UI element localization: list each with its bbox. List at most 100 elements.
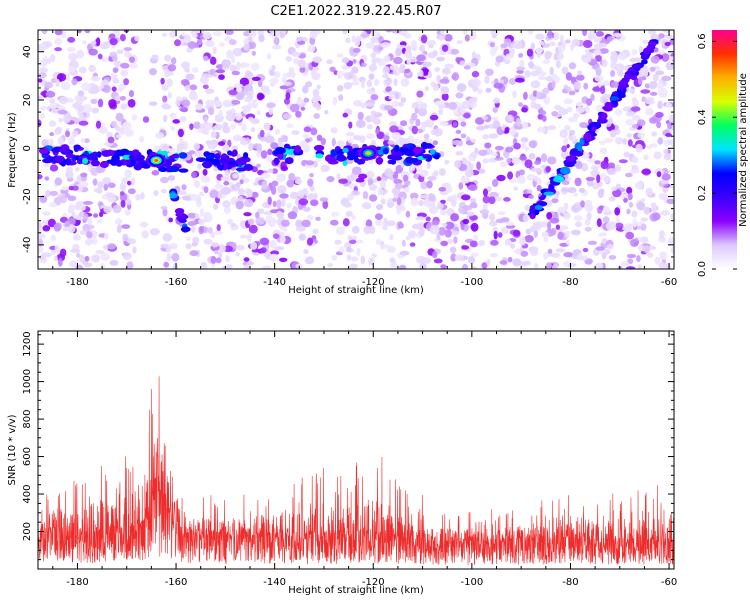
heatmap-cell (225, 264, 233, 269)
x-tick-label: -180 (66, 277, 89, 288)
heatmap-cell (656, 81, 664, 90)
heatmap-cell (252, 181, 259, 186)
heatmap-cell (291, 51, 301, 57)
heatmap-cell (122, 252, 132, 261)
heatmap-cell (622, 226, 631, 232)
heatmap-cell (115, 160, 123, 167)
heatmap-cell (405, 210, 411, 218)
heatmap-cell (295, 226, 306, 232)
heatmap-cell (428, 44, 434, 49)
heatmap-cell (560, 166, 571, 175)
heatmap-cell (545, 262, 552, 269)
heatmap-cell (638, 45, 644, 54)
heatmap-cell (650, 91, 658, 96)
heatmap-cell (283, 81, 292, 86)
heatmap-cell (643, 245, 651, 254)
heatmap-cell (254, 211, 260, 219)
heatmap-cell (48, 202, 57, 208)
heatmap-cell (55, 126, 63, 132)
heatmap-cell (516, 69, 524, 74)
heatmap-cell (423, 257, 432, 264)
heatmap-cell (656, 171, 662, 178)
heatmap-cell (485, 87, 492, 93)
heatmap-cell (545, 75, 554, 82)
heatmap-cell (420, 121, 429, 128)
heatmap-cell (413, 146, 423, 154)
heatmap-cell (455, 129, 462, 134)
heatmap-cell (49, 190, 58, 197)
heatmap-cell (488, 196, 496, 205)
heatmap-cell (241, 123, 247, 132)
heatmap-cell (313, 144, 325, 152)
spectrogram-ylabel: Frequency (Hz) (7, 112, 18, 188)
heatmap-cell (484, 75, 490, 84)
heatmap-cell (631, 156, 639, 164)
heatmap-cell (346, 246, 352, 253)
heatmap-cell (153, 189, 159, 197)
heatmap-cell (626, 208, 631, 215)
heatmap-cell (345, 37, 351, 43)
heatmap-cell (83, 262, 93, 268)
heatmap-cell (164, 68, 171, 78)
heatmap-cell (375, 238, 382, 245)
heatmap-cell (300, 106, 306, 111)
heatmap-cell (302, 207, 311, 212)
heatmap-cell (452, 121, 458, 127)
heatmap-cell (529, 205, 537, 213)
heatmap-cell (595, 246, 605, 251)
heatmap-cell (232, 134, 242, 142)
heatmap-cell (103, 206, 112, 214)
heatmap-cell (114, 218, 123, 225)
heatmap-cell (111, 120, 118, 128)
heatmap-cell (568, 90, 576, 96)
heatmap-cell (286, 71, 296, 78)
heatmap-cell (91, 84, 99, 93)
heatmap-cell (256, 144, 263, 154)
heatmap-cell (606, 244, 614, 250)
heatmap-cell (64, 220, 71, 227)
heatmap-cell (160, 205, 168, 210)
heatmap-cell (347, 193, 354, 200)
x-tick-label: -100 (461, 277, 484, 288)
heatmap-cell (246, 90, 252, 99)
heatmap-cell (120, 177, 129, 185)
heatmap-cell (380, 189, 389, 195)
heatmap-cell (139, 135, 145, 143)
heatmap-cell (616, 89, 622, 97)
x-tick-label: -80 (562, 577, 578, 588)
heatmap-cell (386, 171, 395, 176)
heatmap-cell (123, 47, 133, 52)
heatmap-cell (107, 243, 117, 250)
heatmap-cell (530, 80, 541, 89)
heatmap-cell (507, 256, 513, 263)
heatmap-cell (563, 212, 571, 220)
heatmap-cell (598, 232, 607, 237)
heatmap-cell (289, 103, 300, 113)
heatmap-cell (236, 87, 243, 93)
heatmap-cell (242, 105, 251, 113)
heatmap-cell (370, 110, 377, 116)
heatmap-cell (181, 226, 189, 233)
heatmap-cell (566, 106, 573, 113)
heatmap-cell (649, 245, 657, 251)
heatmap-cell (205, 88, 215, 94)
heatmap-cell (371, 253, 378, 258)
heatmap-cell (664, 41, 671, 47)
heatmap-cell (125, 198, 132, 206)
heatmap-cell (417, 107, 428, 117)
heatmap-cell (306, 214, 314, 221)
heatmap-cell (471, 265, 478, 269)
heatmap-cell (505, 53, 514, 59)
heatmap-cell (436, 74, 441, 83)
heatmap-cell (461, 263, 469, 269)
heatmap-cell (129, 62, 138, 69)
heatmap-cell (266, 155, 273, 163)
heatmap-cell (463, 30, 468, 35)
heatmap-cell (222, 99, 232, 108)
heatmap-cell (313, 113, 320, 119)
heatmap-cell (585, 176, 595, 182)
heatmap-cell (485, 68, 494, 77)
heatmap-cell (463, 112, 471, 119)
heatmap-cell (552, 263, 558, 269)
heatmap-cell (555, 224, 561, 230)
